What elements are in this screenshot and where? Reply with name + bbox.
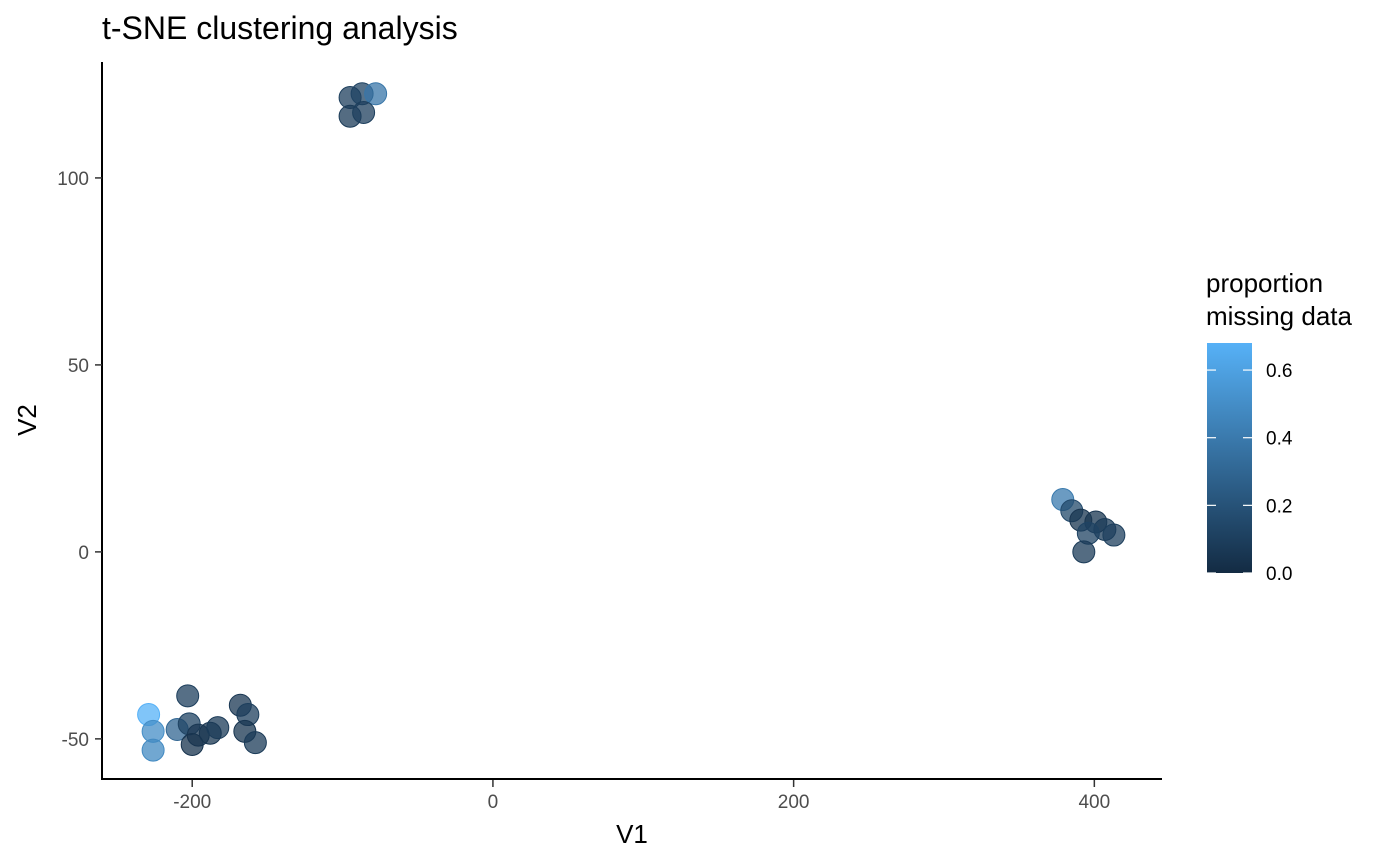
points-layer <box>137 82 1126 762</box>
data-point <box>364 82 388 106</box>
legend-tick-label: 0.4 <box>1266 429 1293 450</box>
legend-title-line-2: missing data <box>1206 301 1352 331</box>
legend-tick-label: 0.0 <box>1266 564 1292 585</box>
data-point <box>180 732 204 756</box>
data-point <box>243 731 267 755</box>
data-point <box>176 684 200 708</box>
color-legend: proportion missing data 0.0 0.2 0.4 0.6 <box>1206 268 1352 585</box>
legend-colorbar <box>1207 343 1252 573</box>
y-axis-title: V2 <box>12 404 42 436</box>
y-tick-label: 0 <box>78 543 89 564</box>
data-point <box>1102 523 1126 547</box>
legend-tick-label: 0.6 <box>1266 361 1292 382</box>
legend-title-line-1: proportion <box>1206 268 1323 298</box>
data-point <box>141 738 165 762</box>
chart-title: t-SNE clustering analysis <box>102 10 458 46</box>
data-point <box>352 100 376 124</box>
x-axis-ticks: -200 0 200 400 <box>173 780 1110 813</box>
y-tick-label: -50 <box>62 730 89 751</box>
legend-tick-label: 0.2 <box>1266 496 1292 517</box>
x-tick-label: 200 <box>778 792 810 813</box>
x-axis-title: V1 <box>616 819 648 849</box>
y-tick-label: 50 <box>68 356 89 377</box>
data-point <box>206 716 230 740</box>
x-tick-label: 400 <box>1078 792 1110 813</box>
y-axis-ticks: -50 0 50 100 <box>57 169 102 751</box>
y-tick-label: 100 <box>57 169 89 190</box>
legend-ticks: 0.0 0.2 0.4 0.6 <box>1207 361 1293 585</box>
data-point <box>1072 540 1096 564</box>
x-tick-label: 0 <box>488 792 499 813</box>
x-tick-label: -200 <box>173 792 211 813</box>
